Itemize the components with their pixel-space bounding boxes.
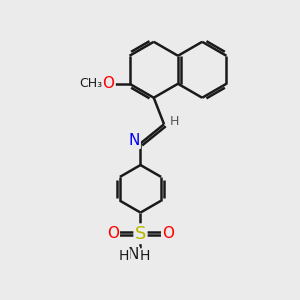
Text: H: H (140, 249, 150, 263)
Text: S: S (135, 225, 146, 243)
Text: O: O (107, 226, 119, 241)
Text: O: O (103, 76, 115, 91)
Text: N: N (128, 133, 140, 148)
Text: H: H (119, 249, 130, 263)
Text: H: H (170, 116, 179, 128)
Text: O: O (162, 226, 174, 241)
Text: CH₃: CH₃ (79, 77, 102, 90)
Text: N: N (128, 248, 139, 262)
